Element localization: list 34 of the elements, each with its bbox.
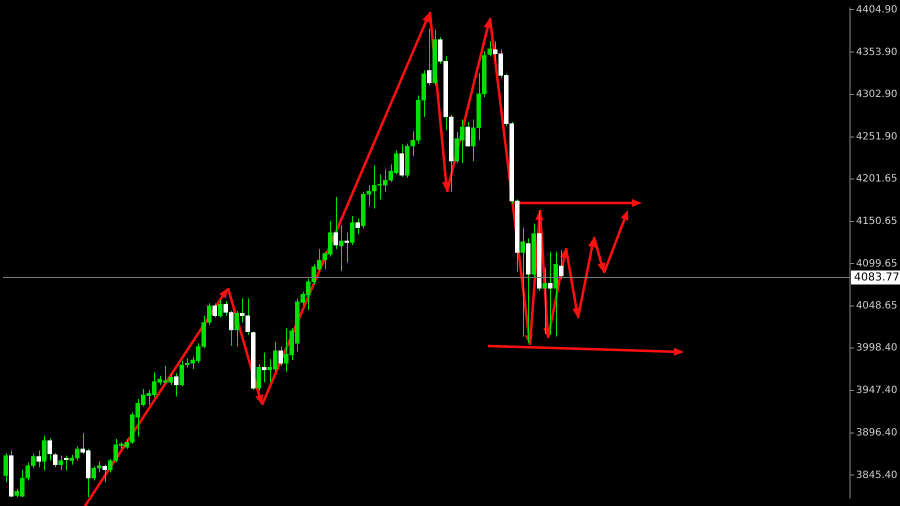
candlestick <box>256 364 262 392</box>
candlestick <box>30 453 36 469</box>
candlestick <box>201 315 206 349</box>
y-tick-label: 3947.40 <box>856 384 898 396</box>
y-tick-label: 4353.90 <box>856 46 898 58</box>
y-tick-label: 4251.90 <box>856 132 898 143</box>
candlestick <box>25 462 30 482</box>
y-tick-label: 4404.90 <box>856 4 898 16</box>
y-tick-label: 4302.90 <box>856 89 898 100</box>
candlestick <box>3 452 8 483</box>
candlestick <box>179 360 184 388</box>
y-tick-label: 4048.65 <box>856 300 898 312</box>
candlestick <box>58 455 64 470</box>
candlestick <box>350 215 355 246</box>
y-tick-label: 4099.65 <box>856 258 898 270</box>
candlestick <box>74 446 80 462</box>
candlestick <box>542 267 548 335</box>
candlestick <box>218 300 223 318</box>
candlestick <box>96 460 102 473</box>
y-tick-label: 3845.40 <box>856 470 898 481</box>
candlestick <box>42 435 47 472</box>
candlestick <box>487 40 492 57</box>
ref-line-label: 4083.77 <box>854 270 900 284</box>
y-tick-label: 4150.65 <box>856 216 898 227</box>
y-tick-label: 3998.40 <box>856 342 898 354</box>
candlestick <box>206 302 212 326</box>
candlestick <box>91 466 96 482</box>
candlestick <box>108 458 113 473</box>
y-tick-label: 3896.40 <box>856 427 898 438</box>
candlestick <box>520 227 526 338</box>
y-tick-label: 4201.65 <box>856 173 898 184</box>
candlestick <box>338 224 344 272</box>
candlestick <box>69 454 74 466</box>
candlestick <box>234 310 240 348</box>
